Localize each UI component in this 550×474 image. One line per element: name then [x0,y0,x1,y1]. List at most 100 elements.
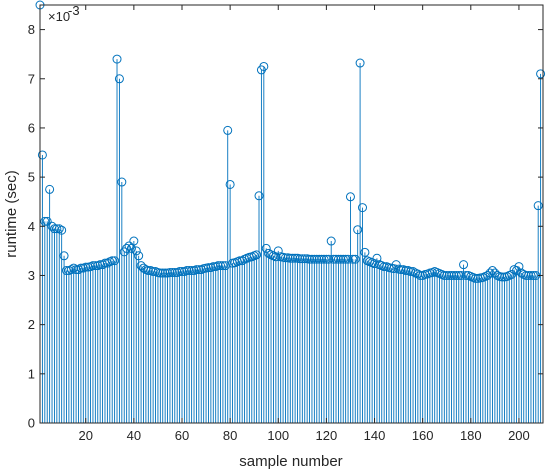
y-axis-ticks: 0 1 2 3 4 5 6 7 8 [28,22,543,431]
stem-marker [401,266,411,276]
stem-marker [158,268,168,278]
stem-marker [338,254,348,264]
stem-marker [184,266,194,276]
stem-marker [112,54,122,64]
stem-marker [331,254,341,264]
stem-marker [160,268,170,278]
y-tick-label: 5 [28,170,35,185]
stem-marker [37,150,47,160]
stem-marker [59,251,69,261]
plot-area-background [40,5,543,423]
y-axis-label: runtime (sec) [3,170,20,258]
stem-marker [225,179,235,189]
stem-marker [312,254,322,264]
stem-marker [314,254,324,264]
stem-marker [487,266,497,276]
stem-marker [71,265,81,275]
stem-marker [143,266,153,276]
stem-marker [285,253,295,263]
y-tick-label: 3 [28,268,35,283]
stem-marker [326,236,336,246]
stem-marker [333,254,343,264]
stem-marker [110,256,120,266]
stem-marker [297,254,307,264]
stem-marker [252,250,262,260]
stem-marker [187,266,197,276]
stem-marker [208,262,218,272]
x-tick-label: 60 [175,428,189,443]
x-tick-label: 100 [267,428,289,443]
stem-marker [360,247,370,257]
stem-marker [490,268,500,278]
stem-marker [379,262,389,272]
stem-marker [321,254,331,264]
stem-marker [357,203,367,213]
stem-marker [324,254,334,264]
stem-marker [254,191,264,201]
y-tick-label: 2 [28,317,35,332]
stem-marker [191,265,201,275]
stem-marker [107,256,117,266]
stem-marker [81,262,91,272]
x-tick-label: 120 [316,428,338,443]
stem-marker [45,184,55,194]
stem-marker [182,266,192,276]
x-axis-label: sample number [239,453,342,470]
stem-marker [449,270,459,280]
stem-marker [90,261,100,271]
x-tick-label: 200 [508,428,530,443]
stem-marker [114,74,124,84]
stem-marker [288,253,298,263]
stem-marker [42,216,52,226]
stem-marker [259,61,269,71]
stem-marker [300,254,310,264]
plot-area-box [39,4,544,424]
stem-marker [524,270,534,280]
stem-marker [223,125,233,135]
stem-marker [280,253,290,263]
stem-marker [66,265,76,275]
stem-marker [456,270,466,280]
stem-marker [129,236,139,246]
stem-marker [124,241,134,251]
x-tick-label: 160 [412,428,434,443]
stem-marker [533,201,543,211]
stem-marker [396,265,406,275]
stem-marker [514,262,524,272]
stem-marker [40,216,50,226]
stem-marker [343,254,353,264]
stem-marker [454,270,464,280]
stem-marker [305,254,315,264]
stem-marker [459,260,469,270]
stem-marker [117,177,127,187]
stem-marker [345,192,355,202]
stem-marker [413,269,423,279]
x-tick-label: 20 [78,428,92,443]
stem-marker [444,270,454,280]
stem-marker [536,69,546,79]
x-tick-label: 180 [460,428,482,443]
stem-marker [165,268,175,278]
stem-marker [203,263,213,273]
stem-marker [497,272,507,282]
y-tick-label: 7 [28,71,35,86]
y-exponent-base: ×10 [48,9,70,24]
stem-marker [317,254,327,264]
y-tick-label: 0 [28,416,35,431]
stem-marker [57,225,67,235]
y-exponent-power: -3 [68,3,80,18]
stem-marker [309,254,319,264]
x-tick-label: 80 [223,428,237,443]
stem-marker [52,224,62,234]
stem-marker [372,253,382,263]
stem-marker [131,246,141,256]
stem-marker [329,254,339,264]
stem-marker [415,270,425,280]
stem-marker [391,260,401,270]
stem-marker [122,243,132,253]
stem-marker [194,265,204,275]
stem-marker [95,260,105,270]
x-tick-label: 40 [127,428,141,443]
stem-marker [175,267,185,277]
